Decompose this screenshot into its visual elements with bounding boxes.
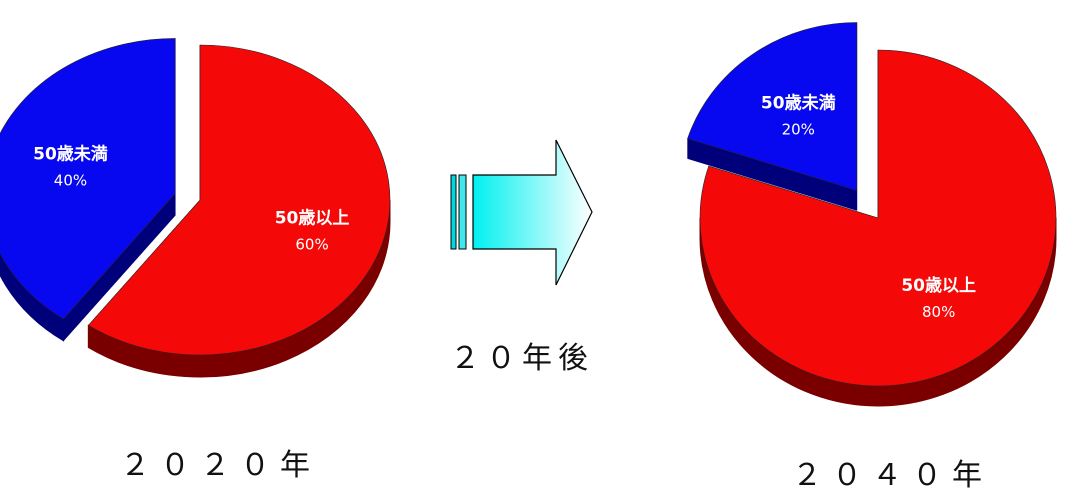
slice-value-over-50-1: 80% — [922, 303, 955, 321]
slice-value-under-50-0: 40% — [54, 172, 87, 190]
pie-slice-over-50-0: 50歳以上 60% — [87, 44, 391, 378]
pie-slice-under-50-0: 50歳未満 40% — [0, 38, 176, 342]
slice-label-under-50-1: 50歳未満 — [761, 92, 836, 113]
slice-value-under-50-1: 20% — [782, 120, 815, 138]
slice-label-over-50-0: 50歳以上 — [275, 208, 350, 229]
slice-value-over-50-0: 60% — [295, 236, 328, 254]
slice-label-over-50-1: 50歳以上 — [901, 275, 976, 296]
pie-slice-over-50-1: 50歳以上 80% — [699, 49, 1057, 407]
pie-chart-2020: 50歳未満 40% 50歳以上 60% — [0, 38, 391, 378]
chart-title-2040: ２０４０年 — [792, 458, 992, 493]
slice-label-under-50-0: 50歳未満 — [33, 144, 108, 165]
pie-slice-under-50-1: 50歳未満 20% — [687, 22, 858, 211]
arrow-label: ２０年後 — [450, 341, 594, 376]
pie-chart-2040: 50歳未満 20% 50歳以上 80% — [687, 22, 1057, 407]
right-arrow-icon — [450, 139, 593, 286]
chart-title-2020: ２０２０年 — [120, 448, 320, 483]
